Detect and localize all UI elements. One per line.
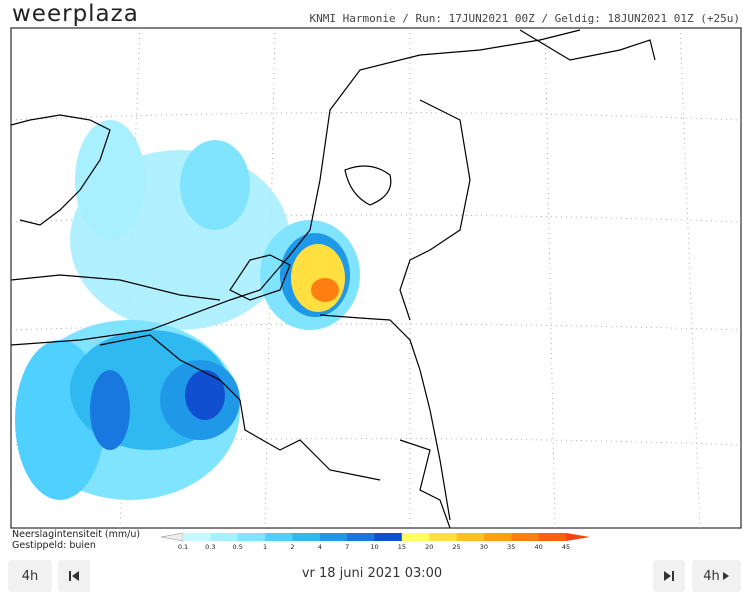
scale-swatch bbox=[374, 533, 403, 541]
scale-label: 30 bbox=[480, 543, 488, 551]
scale-swatch bbox=[401, 533, 430, 541]
precipitation bbox=[15, 120, 360, 500]
scale-label: 0.3 bbox=[205, 543, 215, 551]
map bbox=[10, 27, 742, 529]
skip-forward-icon bbox=[664, 571, 674, 581]
scale-swatch bbox=[347, 533, 375, 541]
scale-label: 40 bbox=[535, 543, 543, 551]
skip-forward-button[interactable] bbox=[653, 560, 685, 592]
scale-swatch bbox=[538, 533, 567, 541]
scale-label: 1 bbox=[263, 543, 267, 551]
scale-swatch bbox=[237, 533, 266, 541]
skip-back-icon bbox=[69, 571, 79, 581]
legend-title: Neerslagintensiteit (mm/u) bbox=[12, 529, 140, 540]
scale-label: 0.5 bbox=[233, 543, 243, 551]
scale-label: 0.1 bbox=[178, 543, 188, 551]
color-scale: 0.1 0.3 0.5 1 2 4 7 10 15 20 25 30 35 40 45 bbox=[160, 532, 590, 551]
scale-label: 4 bbox=[318, 543, 322, 551]
scale-swatch bbox=[265, 533, 293, 541]
scale-arrow-high bbox=[566, 533, 590, 541]
run-info: KNMI Harmonie / Run: 17JUN2021 00Z / Gel… bbox=[310, 12, 740, 25]
skip-back-button[interactable] bbox=[58, 560, 90, 592]
scale-swatch bbox=[319, 533, 348, 541]
scale-label: 10 bbox=[370, 543, 378, 551]
time-label: vr 18 juni 2021 03:00 bbox=[301, 566, 443, 581]
scale-swatch bbox=[483, 533, 512, 541]
scale-label: 45 bbox=[562, 543, 570, 551]
scale-arrow-low bbox=[160, 532, 184, 542]
scale-label: 2 bbox=[290, 543, 294, 551]
scale-label: 25 bbox=[452, 543, 460, 551]
scale-swatch bbox=[429, 533, 458, 541]
scale-swatch bbox=[511, 533, 540, 541]
scale-label: 20 bbox=[425, 543, 433, 551]
scale-swatch bbox=[292, 533, 321, 541]
logo: weerplaza bbox=[12, 1, 139, 27]
forward-label: 4h bbox=[703, 568, 720, 584]
back-button[interactable]: 4h bbox=[8, 560, 52, 592]
scale-swatch bbox=[456, 533, 485, 541]
scale-swatch bbox=[183, 533, 211, 541]
scale-label: 7 bbox=[345, 543, 349, 551]
forward-button[interactable]: 4h bbox=[692, 560, 741, 592]
play-icon bbox=[722, 572, 729, 580]
scale-swatch bbox=[210, 533, 239, 541]
scale-label: 15 bbox=[398, 543, 406, 551]
scale-label: 35 bbox=[507, 543, 515, 551]
legend-subtitle: Gestippeld: buien bbox=[12, 540, 96, 551]
borders bbox=[11, 29, 656, 528]
